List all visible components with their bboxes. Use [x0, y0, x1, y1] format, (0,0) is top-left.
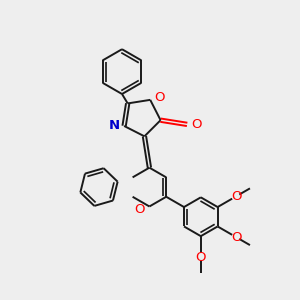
Text: O: O: [191, 118, 201, 131]
Text: O: O: [155, 91, 165, 104]
Text: N: N: [109, 119, 120, 133]
Text: O: O: [134, 203, 145, 216]
Text: O: O: [231, 231, 242, 244]
Text: O: O: [231, 190, 242, 203]
Text: O: O: [196, 251, 206, 264]
